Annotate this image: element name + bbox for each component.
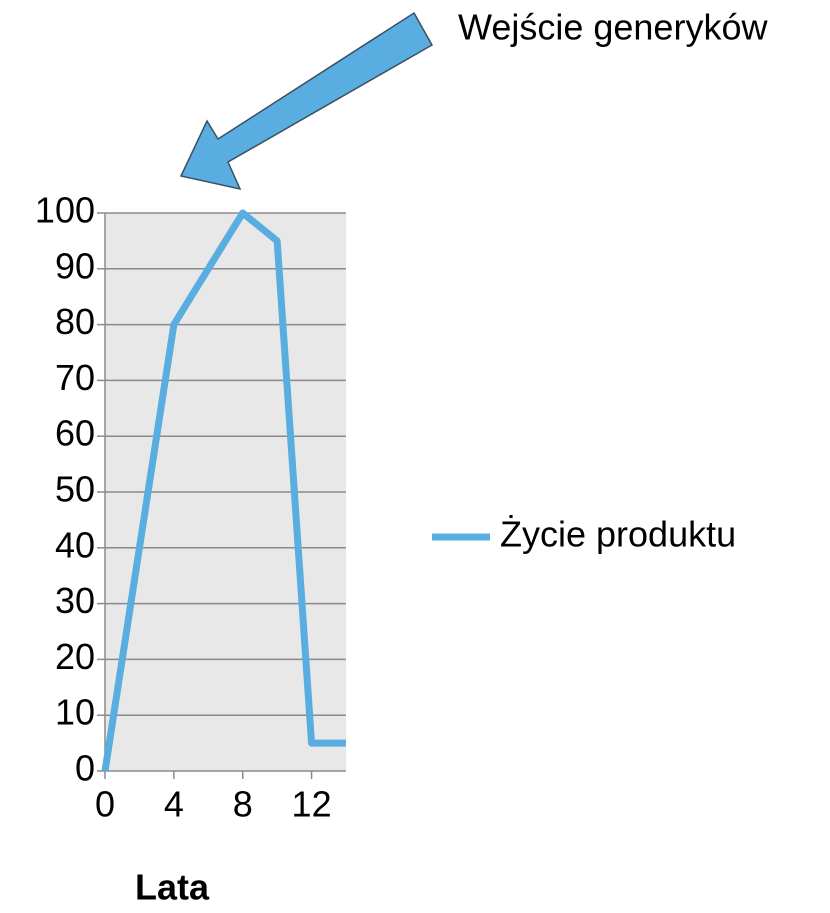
x-axis-label: Lata [135, 867, 210, 908]
y-tick-label: 70 [55, 357, 95, 398]
y-tick-label: 10 [55, 692, 95, 733]
y-tick-label: 0 [75, 748, 95, 789]
x-tick-label: 4 [164, 784, 184, 825]
x-tick-label: 8 [233, 784, 253, 825]
y-tick-label: 90 [55, 245, 95, 286]
annotation-arrow [179, 11, 434, 191]
x-tick-label: 0 [95, 784, 115, 825]
y-tick-label: 80 [55, 301, 95, 342]
y-tick-label: 30 [55, 580, 95, 621]
annotation: Wejście generyków [458, 7, 768, 48]
y-tick-label: 20 [55, 636, 95, 677]
y-tick-label: 60 [55, 413, 95, 454]
line [101, 209, 346, 772]
legend-label: Życie produktu [500, 514, 736, 555]
y-tick-label: 50 [55, 469, 95, 510]
y-tick-label: 40 [55, 524, 95, 565]
y-tick-label: 100 [35, 190, 95, 231]
x-tick-label: 12 [292, 784, 332, 825]
